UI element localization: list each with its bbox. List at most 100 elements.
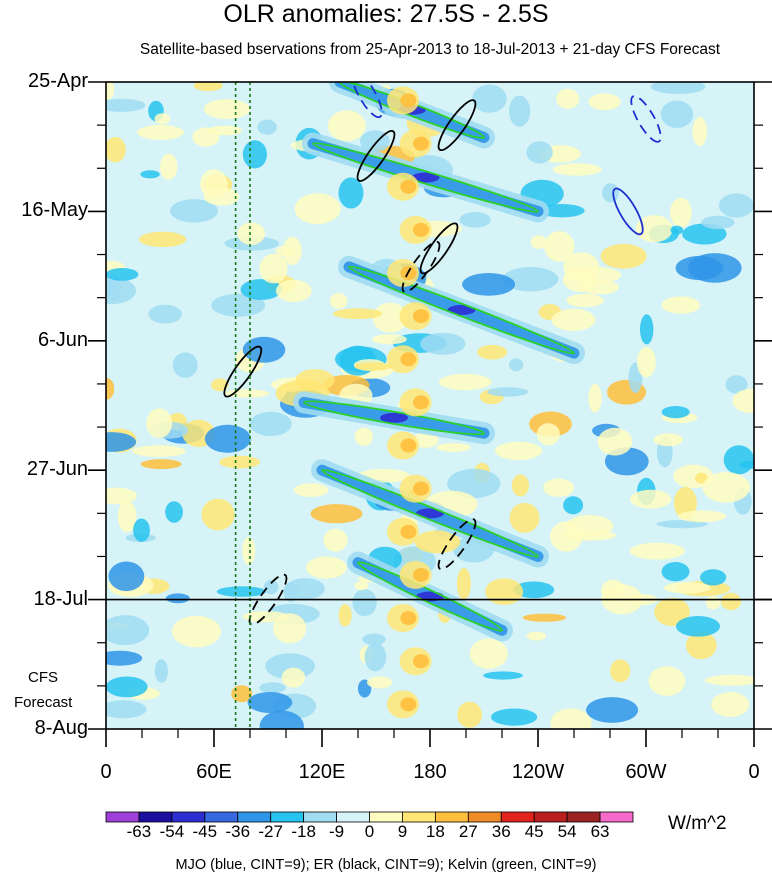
colorbar-tick-label: -54 bbox=[159, 822, 185, 841]
anomaly-blob bbox=[637, 347, 656, 378]
er-contour bbox=[356, 130, 396, 182]
anomaly-blob bbox=[685, 631, 717, 660]
anomaly-blob bbox=[106, 700, 147, 719]
anomaly-blob bbox=[692, 117, 708, 147]
anomaly-blob bbox=[509, 502, 540, 533]
colorbar-tick-label: 18 bbox=[425, 822, 445, 841]
anomaly-blob bbox=[259, 253, 288, 284]
anomaly-blob bbox=[551, 308, 596, 331]
kelvin-contour bbox=[357, 561, 503, 632]
anomaly-blob bbox=[483, 671, 523, 680]
anomaly-blob bbox=[597, 427, 633, 456]
anomaly-blob bbox=[281, 667, 306, 688]
cfs-forecast-label: CFS Forecast bbox=[14, 665, 72, 715]
anomaly-blob bbox=[447, 468, 501, 499]
colorbar-tick-label: -36 bbox=[225, 822, 251, 841]
anomaly-blob bbox=[725, 375, 748, 394]
anomaly-blob bbox=[732, 388, 754, 413]
anomaly-blob bbox=[654, 597, 690, 627]
warm-anomaly-core bbox=[400, 179, 417, 194]
y-tick-label: 6-Jun bbox=[37, 328, 88, 351]
anomaly-blob bbox=[472, 84, 507, 113]
anomaly-blob bbox=[485, 578, 524, 605]
anomaly-blob bbox=[259, 710, 304, 729]
anomaly-blob bbox=[259, 682, 286, 694]
anomaly-blob bbox=[106, 268, 139, 281]
y-tick-label: 8-Aug bbox=[34, 717, 88, 739]
colorbar-swatch bbox=[434, 811, 469, 823]
anomaly-blob bbox=[249, 411, 292, 436]
kelvin-contour bbox=[348, 265, 575, 355]
anomaly-blob bbox=[670, 225, 684, 235]
warm-anomaly-core bbox=[413, 222, 429, 237]
anomaly-blob bbox=[562, 529, 617, 541]
anomaly-blob bbox=[219, 455, 261, 469]
anomaly-blob bbox=[338, 177, 364, 209]
anomaly-blob bbox=[456, 567, 471, 600]
anomaly-blob bbox=[676, 616, 720, 637]
y-tick-label: 25-Apr bbox=[27, 70, 88, 92]
x-tick-label: 60E bbox=[196, 761, 232, 783]
anomaly-blob bbox=[566, 293, 604, 308]
anomaly-blob bbox=[543, 478, 575, 497]
er-contour bbox=[437, 99, 477, 152]
anomaly-blob bbox=[203, 187, 240, 206]
anomaly-blob bbox=[207, 125, 242, 136]
anomaly-blob bbox=[247, 692, 293, 713]
anomaly-blob bbox=[600, 243, 647, 269]
anomaly-blob bbox=[170, 199, 218, 223]
anomaly-blob bbox=[511, 474, 529, 497]
anomaly-blob bbox=[117, 500, 137, 533]
warm-anomaly-core bbox=[413, 395, 429, 410]
colorbar-swatch bbox=[566, 811, 601, 823]
colorbar-swatch bbox=[500, 811, 535, 823]
anomaly-blob bbox=[704, 674, 754, 686]
mjo-contour bbox=[612, 187, 644, 236]
anomaly-blob bbox=[310, 504, 363, 524]
anomaly-blob bbox=[508, 358, 524, 372]
anomaly-blob bbox=[106, 82, 115, 101]
anomaly-blob bbox=[242, 536, 256, 566]
colorbar-swatch bbox=[270, 811, 305, 823]
warm-anomaly-core bbox=[400, 524, 417, 539]
convective-streak-peak bbox=[447, 304, 476, 315]
anomaly-blob bbox=[539, 204, 585, 218]
warm-anomaly-core bbox=[400, 438, 417, 453]
anomaly-blob bbox=[650, 82, 706, 94]
anomaly-blob bbox=[677, 510, 727, 523]
anomaly-blob bbox=[586, 697, 639, 723]
anomaly-blob bbox=[231, 685, 253, 703]
warm-anomaly-core bbox=[400, 611, 417, 626]
anomaly-blob bbox=[354, 427, 373, 446]
anomaly-blob bbox=[106, 378, 115, 400]
anomaly-blob bbox=[490, 708, 538, 726]
anomaly-blob bbox=[240, 279, 282, 300]
anomaly-blob bbox=[601, 579, 626, 603]
anomaly-blob bbox=[656, 520, 708, 529]
anomaly-blob bbox=[513, 581, 555, 599]
anomaly-blob bbox=[165, 593, 190, 604]
anomaly-blob bbox=[438, 373, 492, 391]
anomaly-blob bbox=[705, 596, 721, 610]
anomaly-blob bbox=[436, 443, 471, 452]
convective-streak-peak bbox=[416, 508, 444, 519]
anomaly-blob bbox=[487, 387, 529, 397]
anomaly-blob bbox=[550, 708, 592, 729]
anomaly-blob bbox=[648, 666, 686, 696]
anomaly-blob bbox=[563, 496, 584, 515]
anomaly-blob bbox=[552, 163, 602, 176]
anomaly-blob bbox=[544, 231, 575, 262]
anomaly-blob bbox=[172, 352, 198, 378]
anomaly-blob bbox=[275, 279, 312, 303]
anomaly-blob bbox=[242, 336, 286, 363]
anomaly-blob bbox=[106, 432, 137, 452]
anomaly-blob bbox=[294, 193, 341, 225]
anomaly-blob bbox=[602, 183, 619, 203]
anomaly-field bbox=[106, 82, 754, 729]
warm-anomaly-core bbox=[413, 654, 429, 669]
anomaly-blob bbox=[354, 580, 369, 591]
anomaly-blob bbox=[211, 293, 266, 317]
colorbar-tick-label: 63 bbox=[590, 822, 610, 841]
anomaly-blob bbox=[372, 302, 408, 333]
anomaly-blob bbox=[140, 170, 160, 179]
